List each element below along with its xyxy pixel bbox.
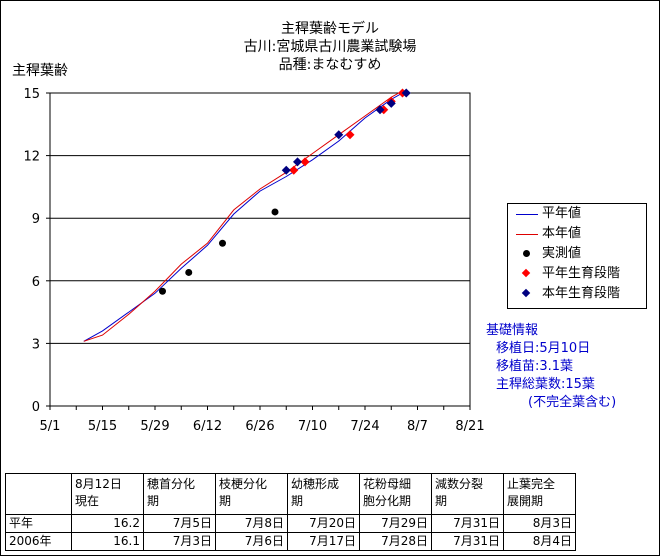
legend-label: 本年生育段階 xyxy=(542,286,621,301)
series-layer xyxy=(83,88,411,342)
data-point xyxy=(271,208,279,216)
legend-item-current-line: 本年値 xyxy=(508,225,646,243)
table-cell: 7月3日 xyxy=(143,532,216,551)
table-cell: 7月6日 xyxy=(215,532,288,551)
legend-label: 本年値 xyxy=(542,226,582,241)
stage-marker xyxy=(281,165,291,175)
x-tick-label: 6/26 xyxy=(245,419,274,434)
info-title: 基礎情報 xyxy=(486,323,539,338)
y-tick-label: 6 xyxy=(32,275,40,290)
table-header-cell: 花粉母細 胞分化期 xyxy=(359,473,432,515)
legend-item-measured: 実測値 xyxy=(508,245,646,263)
y-tick-label: 12 xyxy=(23,150,40,165)
table-cell: 8月4日 xyxy=(503,532,576,551)
x-tick-label: 8/21 xyxy=(455,419,484,434)
series-line xyxy=(83,92,400,342)
series-2 xyxy=(159,208,279,295)
legend-swatch-red-diamond xyxy=(521,268,531,278)
table-header-cell: 穂首分化期 xyxy=(143,473,216,515)
info-note: (不完全葉含む) xyxy=(528,395,617,410)
x-tick-label: 5/15 xyxy=(88,419,117,434)
chart-title: 主稈葉齢モデル xyxy=(281,21,379,37)
y-tick-label: 0 xyxy=(32,400,40,415)
stage-marker xyxy=(386,98,396,108)
table-cell: 8月3日 xyxy=(503,514,576,533)
growth-stage-table: 8月12日 現在 穂首分化期 枝梗分化期 幼穂形成期 花粉母細 胞分化期 減数分裂期… xyxy=(5,473,576,551)
series-4 xyxy=(281,88,411,175)
table-row: 2006年 16.1 7月3日 7月6日 7月17日 7月28日 7月31日 8… xyxy=(5,532,576,551)
legend-swatch-blue-line xyxy=(516,214,538,215)
series-line xyxy=(83,92,403,342)
stage-marker xyxy=(300,157,310,167)
legend-swatch-black-dot xyxy=(523,250,530,257)
chart-subtitle-variety: 品種:まなむすめ xyxy=(278,57,382,73)
y-tick-label: 9 xyxy=(32,212,40,227)
series-1 xyxy=(83,92,400,342)
table-cell: 16.1 xyxy=(71,532,144,551)
legend-item-normal-line: 平年値 xyxy=(508,205,646,223)
stage-marker xyxy=(401,88,411,98)
basic-info: 基礎情報 移植日:5月10日 移植苗:3.1葉 主稈総葉数:15葉 (不完全葉含… xyxy=(486,322,616,412)
stage-marker xyxy=(334,130,344,140)
table-cell: 7月29日 xyxy=(359,514,432,533)
data-point xyxy=(185,268,193,276)
y-tick-label: 15 xyxy=(23,87,40,102)
y-tick-label: 3 xyxy=(32,337,40,352)
table-row: 平年 16.2 7月5日 7月8日 7月20日 7月29日 7月31日 8月3日 xyxy=(5,514,576,533)
legend-item-normal-stage: 平年生育段階 xyxy=(508,265,646,283)
x-tick-label: 6/12 xyxy=(193,419,222,434)
table-header-cell: 幼穂形成期 xyxy=(287,473,360,515)
legend-label: 実測値 xyxy=(542,246,582,261)
table-row-label: 平年 xyxy=(5,514,72,533)
table-header-cell: 8月12日 現在 xyxy=(71,473,144,515)
x-tick-label: 8/7 xyxy=(407,419,428,434)
chart-subtitle-location: 古川:宮城県古川農業試験場 xyxy=(243,39,417,55)
stage-marker xyxy=(289,165,299,175)
x-tick-label: 5/1 xyxy=(40,419,61,434)
data-point xyxy=(159,287,166,295)
data-point xyxy=(219,239,226,247)
table-cell: 16.2 xyxy=(71,514,144,533)
table-cell: 7月8日 xyxy=(215,514,288,533)
legend-swatch-red-line xyxy=(516,234,538,235)
table-cell: 7月31日 xyxy=(431,532,504,551)
legend-label: 平年値 xyxy=(542,206,582,221)
table-cell: 7月5日 xyxy=(143,514,216,533)
stage-marker xyxy=(375,105,385,115)
legend-item-current-stage: 本年生育段階 xyxy=(508,285,646,303)
info-total-leaves: 主稈総葉数:15葉 xyxy=(496,377,595,392)
x-tick-label: 7/24 xyxy=(350,419,379,434)
table-cell: 7月28日 xyxy=(359,532,432,551)
info-transplant-date: 移植日:5月10日 xyxy=(496,341,591,356)
table-header-cell: 減数分裂期 xyxy=(431,473,504,515)
legend: 平年値 本年値 実測値 平年生育段階 本年生育段階 xyxy=(507,203,647,309)
leaf-age-chart: 0 3 6 9 12 15 5/1 5/15 5/29 6/12 6/26 7/10 7/24 8/7 8/… xyxy=(23,87,484,434)
plot-area xyxy=(49,92,471,407)
grid-lines xyxy=(49,92,471,407)
series-0 xyxy=(83,92,403,342)
table-header-cell xyxy=(5,473,72,515)
info-seedling-age: 移植苗:3.1葉 xyxy=(496,359,574,374)
table-header-cell: 枝梗分化期 xyxy=(215,473,288,515)
table-cell: 7月20日 xyxy=(287,514,360,533)
stage-marker xyxy=(293,157,302,167)
x-tick-label: 5/29 xyxy=(140,419,169,434)
table-cell: 7月31日 xyxy=(431,514,504,533)
y-axis-label: 主稈葉齢 xyxy=(12,63,68,79)
legend-swatch-navy-diamond xyxy=(521,288,531,298)
tick-labels: 0 3 6 9 12 15 5/1 5/15 5/29 6/12 6/26 7/10 7/24 8/7 8/… xyxy=(23,87,484,434)
axes xyxy=(46,92,471,410)
legend-label: 平年生育段階 xyxy=(542,266,621,281)
table-header-row: 8月12日 現在 穂首分化期 枝梗分化期 幼穂形成期 花粉母細 胞分化期 減数分裂期… xyxy=(5,473,576,515)
table-row-label: 2006年 xyxy=(5,532,72,551)
table-header-cell: 止葉完全 展開期 xyxy=(503,473,576,515)
stage-marker xyxy=(345,130,355,140)
x-tick-label: 7/10 xyxy=(298,419,327,434)
table-cell: 7月17日 xyxy=(287,532,360,551)
